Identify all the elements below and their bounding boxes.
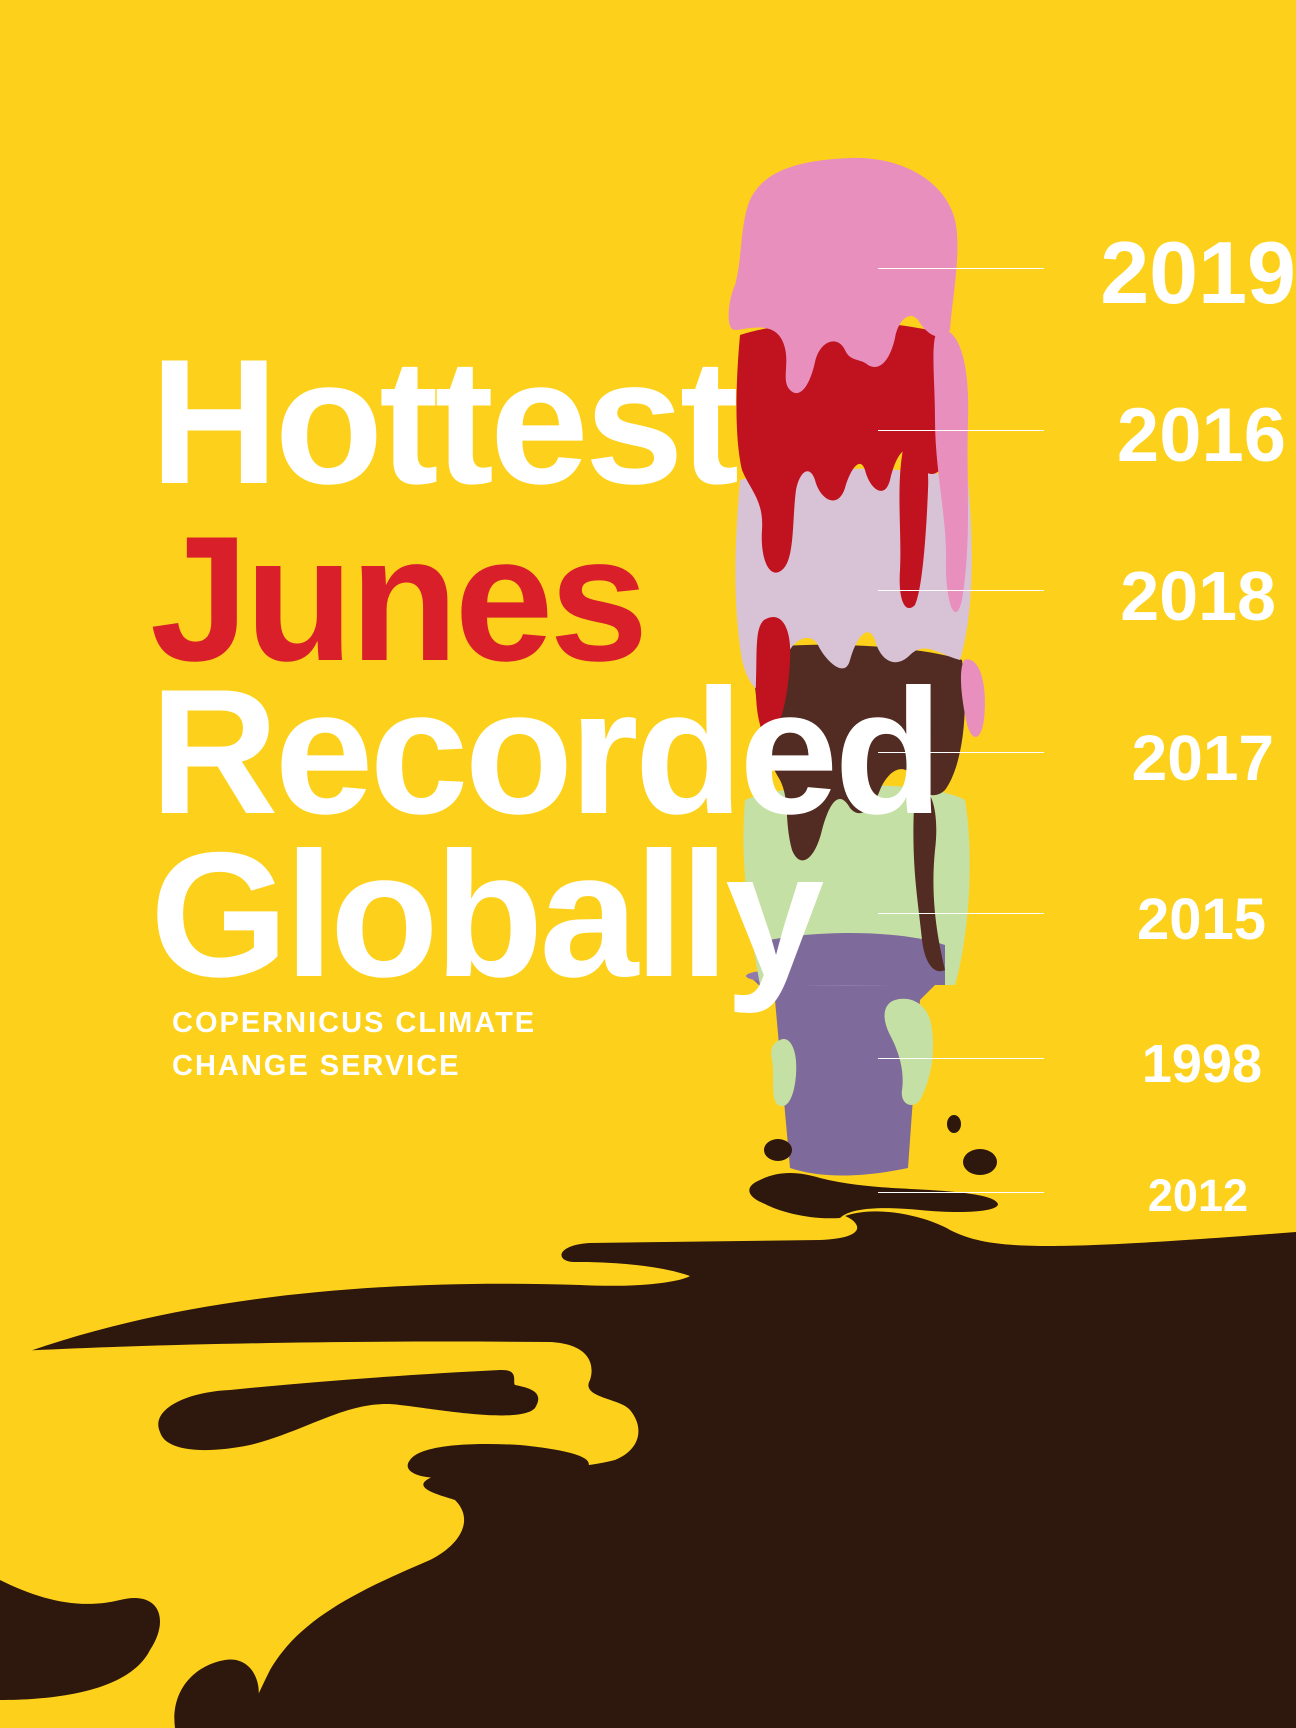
leader-line-2018 (878, 590, 1044, 591)
red-drip (755, 616, 791, 736)
leader-line-2012 (878, 1192, 1044, 1193)
year-label-2018: 2018 (1120, 557, 1276, 635)
scoop-2017 (752, 644, 965, 861)
chocolate-spill (749, 1173, 998, 1219)
pink-drip (960, 659, 985, 737)
year-label-2017: 2017 (1131, 722, 1274, 794)
source-line-1: COPERNICUS CLIMATE (172, 1007, 537, 1039)
green-drip (884, 998, 934, 1105)
headline-recorded: Recorded (150, 652, 943, 851)
headline-junes: Junes (150, 499, 648, 698)
yellow-river (0, 1341, 639, 1728)
chocolate-drop (963, 1149, 997, 1175)
year-label-2019: 2019 (1100, 223, 1296, 322)
year-label-2012: 2012 (1147, 1170, 1248, 1221)
headline-hottest: Hottest (150, 322, 739, 521)
leader-line-2019 (878, 268, 1044, 269)
cone-top-scoop (765, 933, 945, 985)
puddle-blob (407, 1443, 589, 1480)
year-label-1998: 1998 (1141, 1034, 1262, 1094)
leader-line-2015 (878, 913, 1044, 914)
puddle-blob (0, 1580, 160, 1700)
scoop-2019 (728, 157, 958, 394)
pink-drip (933, 329, 969, 613)
puddle-blob (158, 1369, 539, 1451)
green-drip (771, 1039, 797, 1107)
chocolate-drip (913, 788, 945, 972)
puddle-blob (174, 1659, 259, 1728)
chocolate-drop (947, 1115, 961, 1133)
source-line-2: CHANGE SERVICE (172, 1050, 461, 1082)
headline-globally: Globally (150, 815, 824, 1014)
leader-line-1998 (878, 1058, 1044, 1059)
year-label-2015: 2015 (1136, 887, 1266, 952)
leader-line-2017 (878, 752, 1044, 753)
chocolate-drop (764, 1139, 792, 1161)
year-label-2016: 2016 (1116, 393, 1286, 478)
leader-line-2016 (878, 430, 1044, 431)
red-drip (899, 438, 929, 609)
